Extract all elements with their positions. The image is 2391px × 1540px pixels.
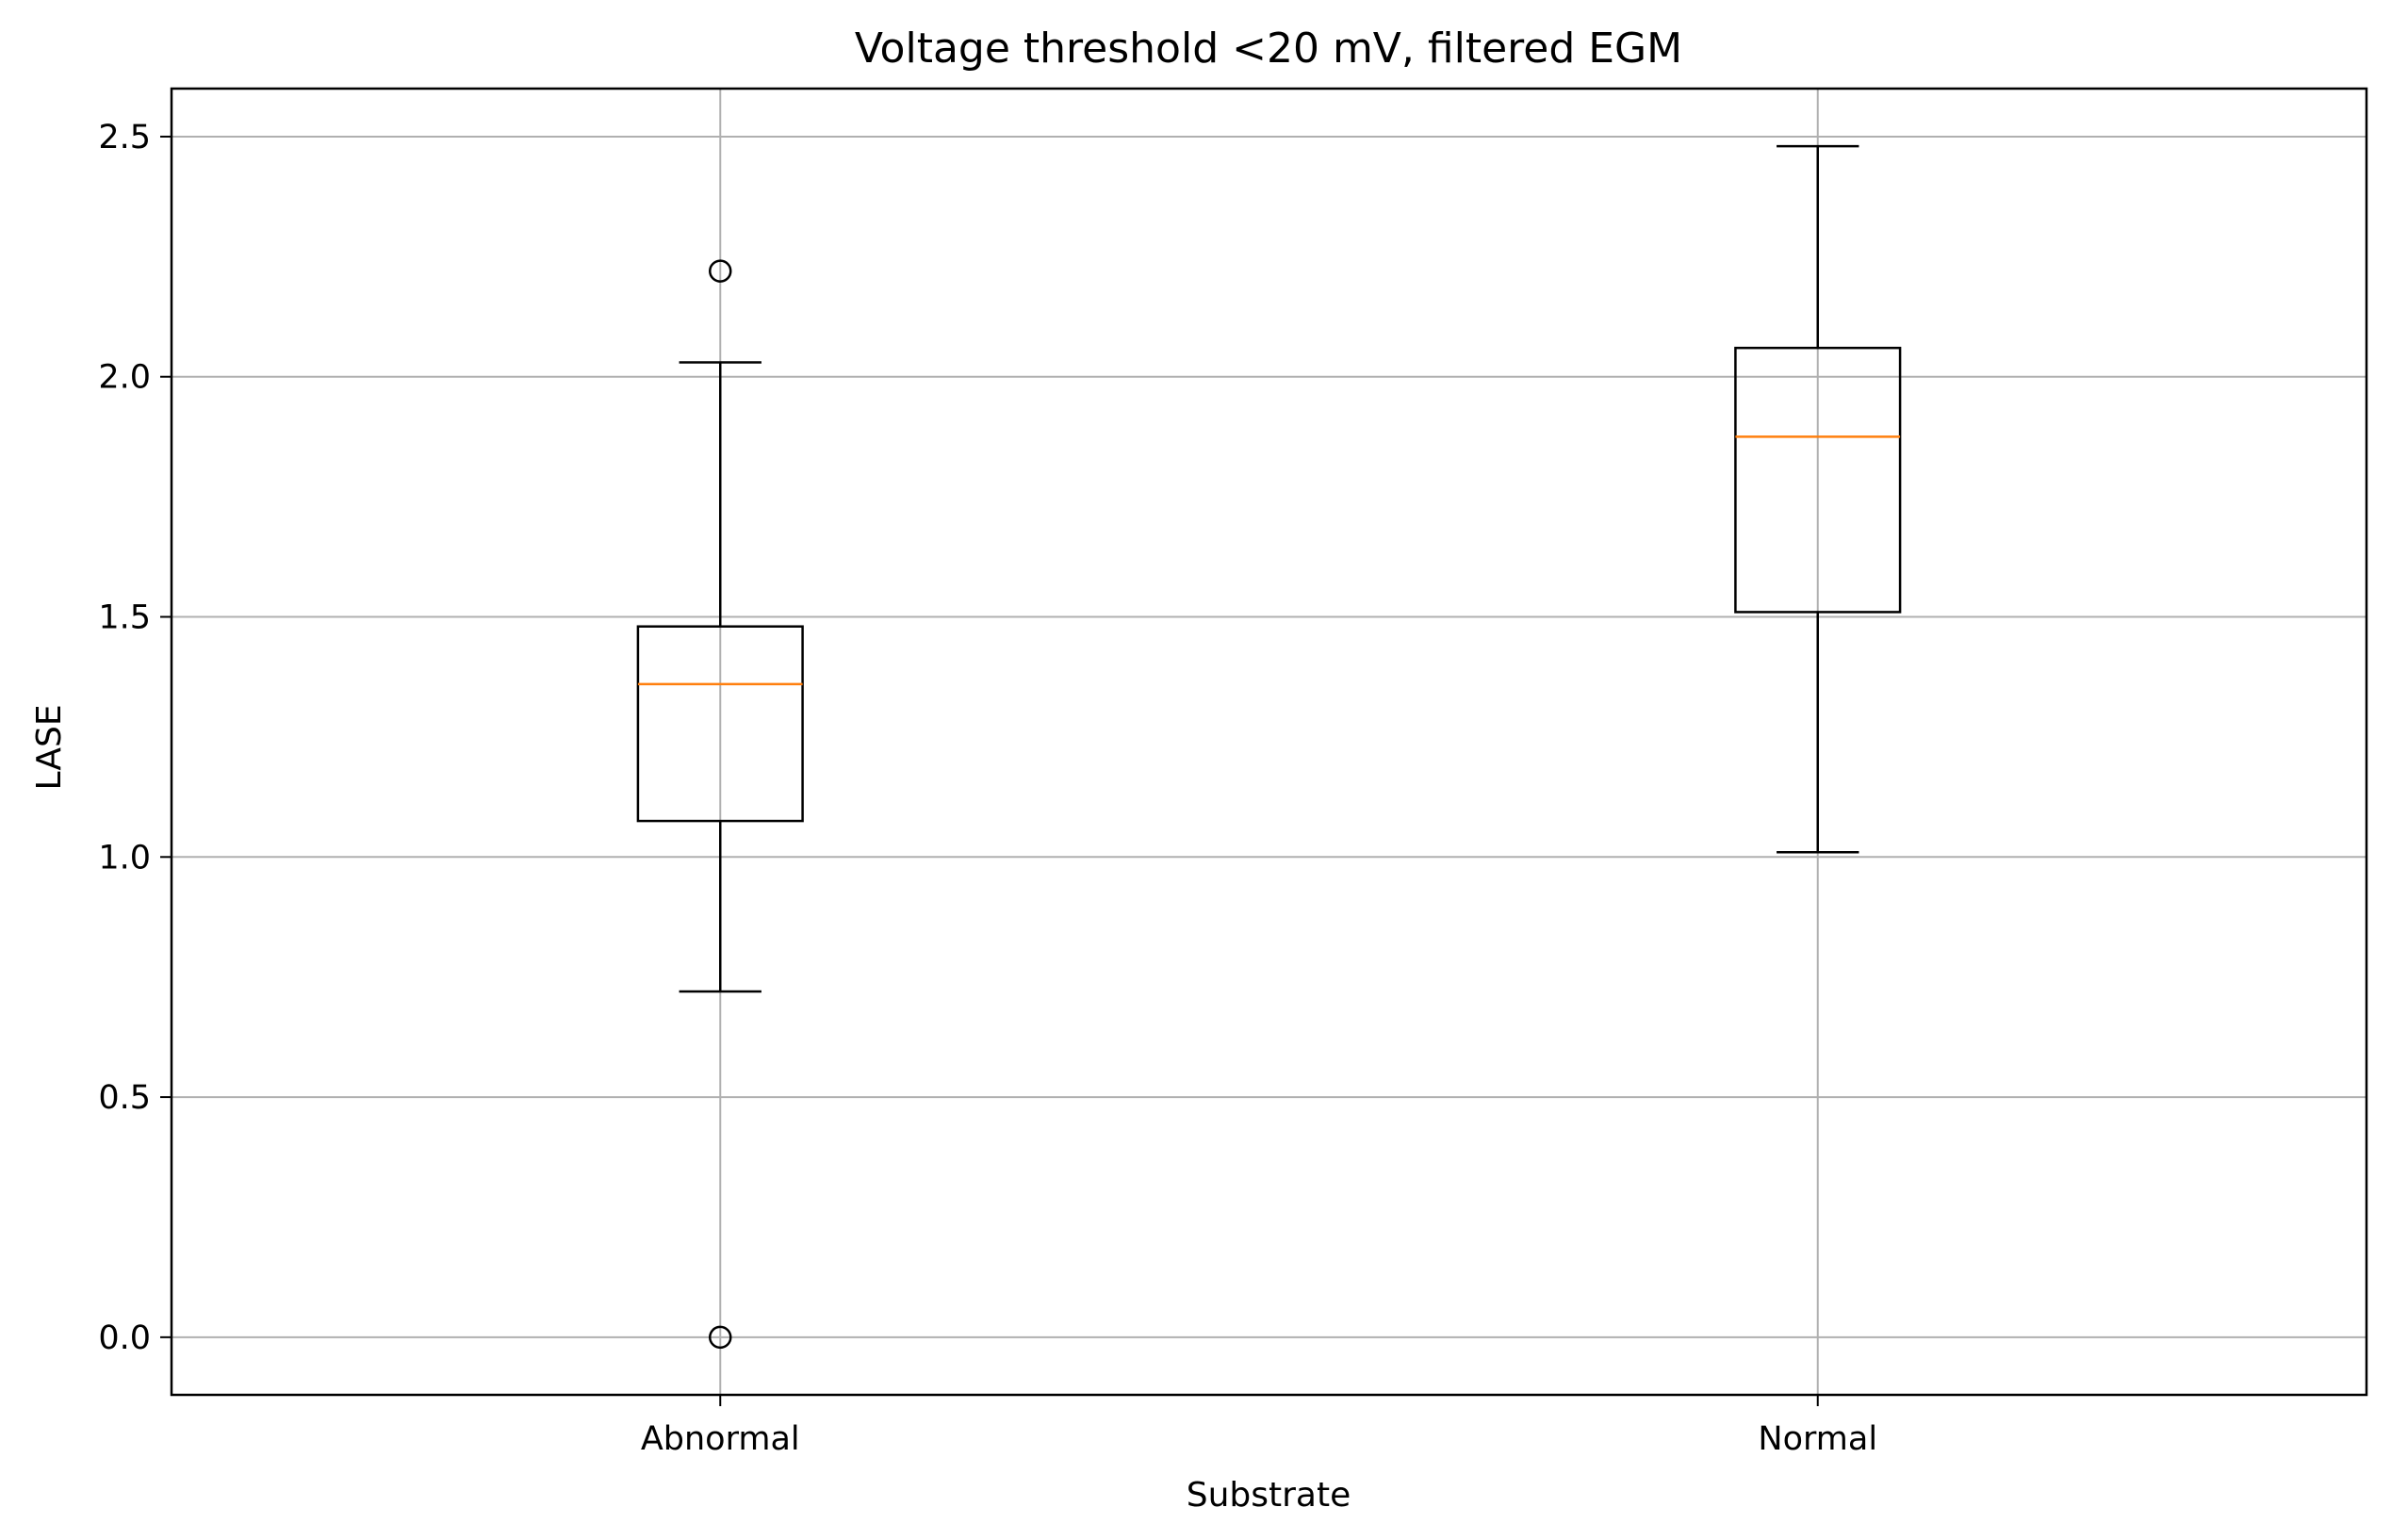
chart-title: Voltage threshold <20 mV, filtered EGM [855, 25, 1682, 73]
y-tick-label: 2.0 [98, 359, 151, 397]
iqr-box [636, 625, 804, 823]
outlier-point [709, 1325, 732, 1350]
box-layer [636, 144, 1902, 1350]
plot-frame [170, 87, 2368, 1397]
y-tick-label: 2.5 [98, 119, 151, 156]
grid-layer [172, 89, 2366, 1395]
y-tick-label: 1.0 [98, 839, 151, 876]
x-tick-label: Abnormal [641, 1420, 800, 1458]
outlier-point [709, 259, 732, 283]
x-axis-label: Substrate [1187, 1476, 1351, 1515]
y-axis-label: LASE [30, 704, 69, 790]
tick-layer: 0.0 0.5 1.0 1.5 2.0 2.5 Abnormal Normal [98, 119, 1877, 1458]
y-tick-label: 1.5 [98, 599, 151, 637]
x-tick-label: Normal [1758, 1420, 1877, 1458]
y-tick-label: 0.0 [98, 1319, 151, 1357]
iqr-box [1734, 346, 1902, 614]
y-tick-label: 0.5 [98, 1079, 151, 1117]
